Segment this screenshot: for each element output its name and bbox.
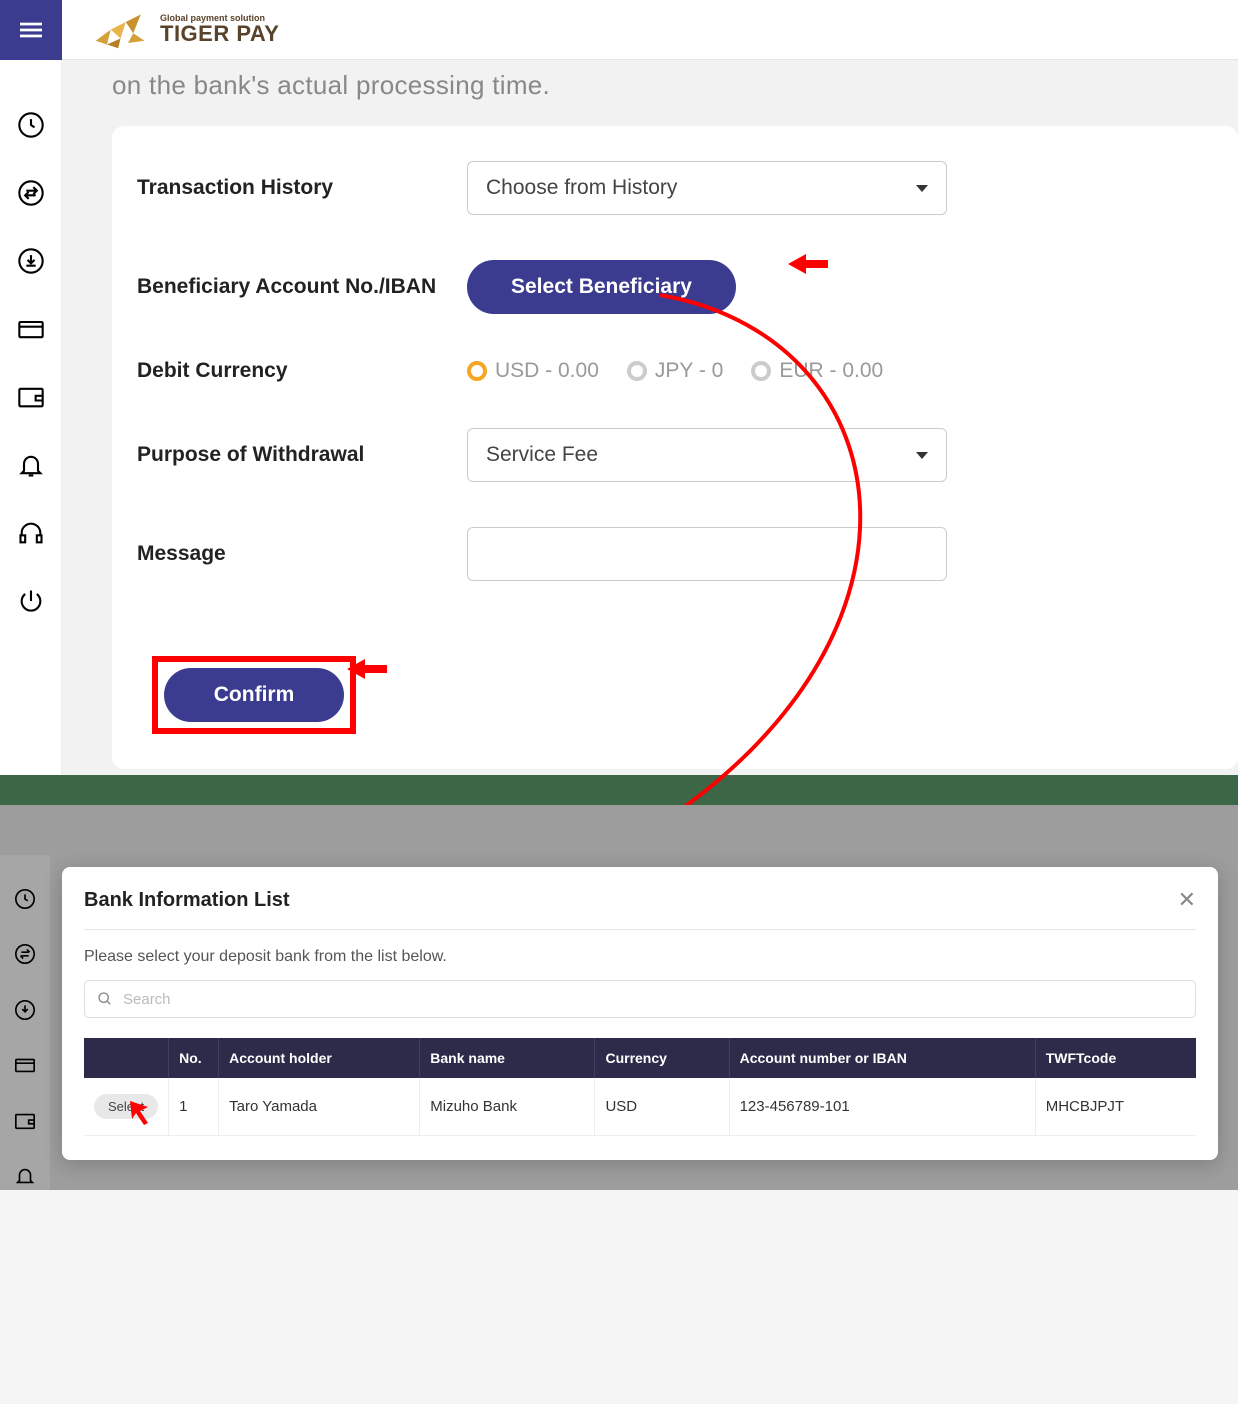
message-label: Message [137,542,467,566]
modal-subtitle: Please select your deposit bank from the… [84,948,1196,966]
sidebar-clock-icon[interactable] [16,110,46,140]
chevron-down-icon [916,185,928,192]
cell-account: 123-456789-101 [729,1078,1035,1136]
bank-list-modal: Bank Information List ✕ Please select yo… [62,867,1218,1160]
sidebar-wallet-icon[interactable] [16,382,46,412]
purpose-label: Purpose of Withdrawal [137,443,467,467]
col-account: Account number or IBAN [729,1038,1035,1078]
sidebar-bell-icon[interactable] [16,450,46,480]
search-icon [97,991,113,1007]
purpose-dropdown[interactable]: Service Fee [467,428,947,482]
sidebar-transfer-icon[interactable] [16,178,46,208]
tiger-logo-icon [92,7,152,52]
radio-icon [751,361,771,381]
chevron-down-icon [916,452,928,459]
sidebar-download-icon[interactable] [16,246,46,276]
history-label: Transaction History [137,176,467,200]
withdrawal-form: Transaction History Choose from History … [112,126,1238,769]
table-header-row: No. Account holder Bank name Currency Ac… [84,1038,1196,1078]
sidebar-power-icon[interactable] [16,586,46,616]
annotation-arrow-left-icon [788,252,828,276]
currency-radio-group: USD - 0.00 JPY - 0 EUR - 0.00 [467,359,1213,383]
currency-option-eur[interactable]: EUR - 0.00 [751,359,883,383]
col-currency: Currency [595,1038,729,1078]
history-dropdown[interactable]: Choose from History [467,161,947,215]
col-bank: Bank name [420,1038,595,1078]
sidebar [0,60,62,775]
col-holder: Account holder [219,1038,420,1078]
bank-table: No. Account holder Bank name Currency Ac… [84,1038,1196,1136]
currency-label: Debit Currency [137,359,467,383]
annotation-arrow-icon [126,1097,156,1127]
banner-text: on the bank's actual processing time. [62,60,1238,126]
currency-option-jpy[interactable]: JPY - 0 [627,359,723,383]
modal-search-box[interactable] [84,980,1196,1018]
message-input[interactable] [467,527,947,581]
logo-brand: TIGER PAY [160,23,279,45]
col-select [84,1038,169,1078]
sidebar-headset-icon[interactable] [16,518,46,548]
cell-holder: Taro Yamada [219,1078,420,1136]
header: Global payment solution TIGER PAY [0,0,1238,60]
modal-close-button[interactable]: ✕ [1178,887,1196,913]
confirm-button[interactable]: Confirm [164,668,344,722]
currency-option-usd[interactable]: USD - 0.00 [467,359,599,383]
cell-currency: USD [595,1078,729,1136]
select-beneficiary-button[interactable]: Select Beneficiary [467,260,736,314]
hamburger-button[interactable] [0,0,62,60]
confirm-highlight-box: Confirm [152,656,356,734]
col-swift: TWFTcode [1035,1038,1196,1078]
cell-no: 1 [169,1078,219,1136]
cell-bank: Mizuho Bank [420,1078,595,1136]
cell-swift: MHCBJPJT [1035,1078,1196,1136]
sidebar-card-icon[interactable] [16,314,46,344]
table-row: Select 1 Taro Yamada Mizuho Bank USD 123… [84,1078,1196,1136]
modal-search-input[interactable] [123,991,1183,1008]
beneficiary-label: Beneficiary Account No./IBAN [137,275,467,299]
annotation-arrow-left-icon [347,657,387,681]
radio-icon [627,361,647,381]
panel-separator [0,775,1238,805]
radio-icon [467,361,487,381]
modal-title: Bank Information List [84,889,290,912]
logo: Global payment solution TIGER PAY [92,7,279,52]
col-no: No. [169,1038,219,1078]
